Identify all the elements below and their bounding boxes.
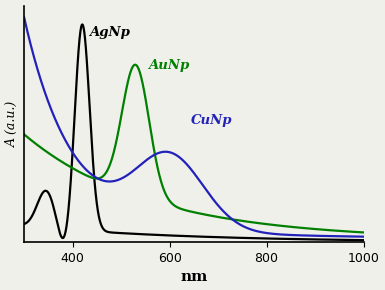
X-axis label: nm: nm bbox=[180, 271, 208, 284]
Y-axis label: A (a.u.): A (a.u.) bbox=[5, 101, 18, 147]
Text: AgNp: AgNp bbox=[89, 26, 129, 39]
Text: CuNp: CuNp bbox=[191, 114, 233, 127]
Text: AuNp: AuNp bbox=[148, 59, 189, 72]
